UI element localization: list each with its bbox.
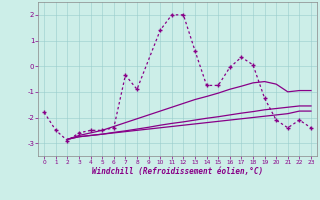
X-axis label: Windchill (Refroidissement éolien,°C): Windchill (Refroidissement éolien,°C): [92, 167, 263, 176]
